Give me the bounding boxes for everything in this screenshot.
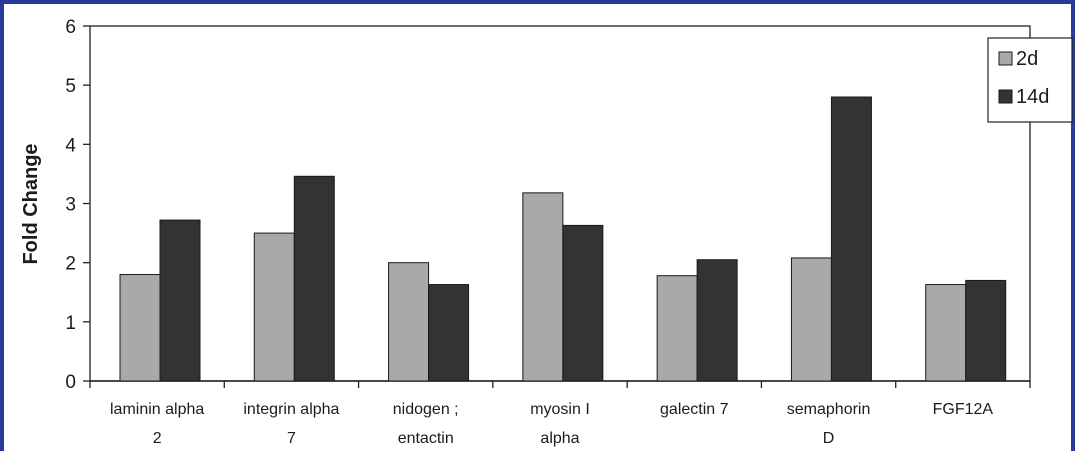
y-axis-title: Fold Change bbox=[20, 143, 42, 264]
bar-2d-6 bbox=[925, 284, 967, 382]
y-tick-label: 5 bbox=[65, 76, 76, 97]
bar-chart: Fold Change 0 1 2 3 4 5 6 laminin alpha 2 integri… bbox=[20, 17, 1073, 447]
y-tick-label: 6 bbox=[65, 17, 76, 38]
legend-label-2d: 2d bbox=[1016, 48, 1038, 70]
category-label: myosin I bbox=[530, 401, 590, 418]
bar-2d-5 bbox=[790, 257, 832, 382]
category-label: semaphorin bbox=[787, 401, 871, 418]
bar-14d-4 bbox=[696, 259, 738, 382]
legend: 2d 14d bbox=[987, 37, 1073, 123]
y-tick-label: 2 bbox=[65, 254, 76, 275]
bar-14d-5 bbox=[830, 96, 872, 382]
y-tick-label: 4 bbox=[65, 135, 76, 156]
plot-area: 0 1 2 3 4 5 6 laminin alpha 2 integrin alpha 7 nido… bbox=[65, 17, 1031, 447]
category-label: FGF12A bbox=[933, 401, 994, 418]
category-label: laminin alpha bbox=[110, 401, 204, 418]
legend-label-14d: 14d bbox=[1016, 86, 1049, 108]
category-label: 2 bbox=[153, 430, 162, 447]
bar-14d-6 bbox=[965, 279, 1007, 382]
bar-2d-4 bbox=[656, 275, 698, 382]
bar-14d-0 bbox=[159, 219, 201, 382]
category-label: D bbox=[823, 430, 835, 447]
y-tick-label: 3 bbox=[65, 195, 76, 216]
bar-14d-3 bbox=[562, 224, 604, 382]
legend-swatch-2d bbox=[998, 51, 1013, 66]
category-label: galectin 7 bbox=[660, 401, 729, 418]
category-label: 7 bbox=[287, 430, 296, 447]
bar-14d-1 bbox=[293, 175, 335, 382]
bar-2d-2 bbox=[388, 262, 430, 382]
bar-2d-3 bbox=[522, 192, 564, 382]
category-label: nidogen ; bbox=[393, 401, 459, 418]
bar-2d-1 bbox=[253, 232, 295, 382]
legend-swatch-14d bbox=[998, 89, 1013, 104]
bar-2d-0 bbox=[119, 274, 161, 382]
category-label: integrin alpha bbox=[243, 401, 339, 418]
bar-14d-2 bbox=[428, 284, 470, 382]
y-tick-label: 1 bbox=[65, 313, 76, 334]
y-tick-label: 0 bbox=[65, 372, 76, 393]
category-label: alpha bbox=[540, 430, 579, 447]
category-label: entactin bbox=[398, 430, 454, 447]
